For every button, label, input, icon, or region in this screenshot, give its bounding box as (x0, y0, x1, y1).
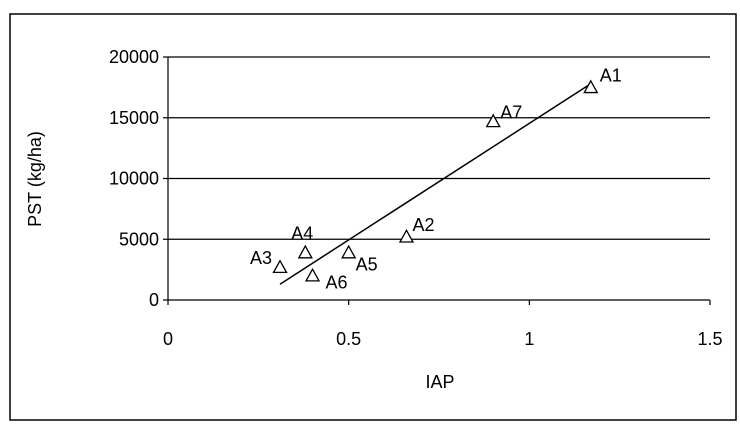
point-label-a4: A4 (291, 224, 313, 244)
y-tick-label-0: 0 (149, 290, 159, 310)
y-tick-label-4: 20000 (109, 47, 159, 67)
trendline (279, 83, 592, 285)
x-tick-label-2: 1 (524, 329, 534, 349)
gridlines (168, 56, 710, 240)
y-tick-label-3: 15000 (109, 108, 159, 128)
chart-frame (9, 13, 737, 421)
data-point-a3 (272, 259, 288, 274)
x-tick-label-3: 1.5 (697, 329, 722, 349)
point-label-a7: A7 (500, 102, 522, 122)
trendline-group (279, 83, 592, 285)
data-point-a6 (304, 267, 321, 282)
point-label-a3: A3 (250, 248, 272, 268)
point-label-a1: A1 (600, 65, 622, 85)
data-point-a1 (583, 79, 599, 94)
x-axis-title: IAP (425, 372, 454, 392)
y-tick-label-1: 5000 (119, 229, 159, 249)
data-point-a7 (485, 113, 501, 128)
data-points (272, 79, 599, 282)
point-labels: A1 A2 A3 A4 A5 A6 A7 (250, 65, 622, 292)
y-axis-title: PST (kg/ha) (25, 131, 45, 227)
point-label-a5: A5 (356, 255, 378, 275)
data-point-a2 (398, 228, 415, 243)
point-label-a6: A6 (326, 273, 348, 293)
point-label-a2: A2 (412, 215, 434, 235)
axes: 0 5000 10000 15000 20000 0 0.5 1 1.5 (109, 47, 723, 349)
x-tick-label-0: 0 (163, 329, 173, 349)
y-tick-label-2: 10000 (109, 169, 159, 189)
data-point-a5 (341, 244, 357, 259)
data-point-a4 (297, 244, 313, 259)
x-tick-label-1: 0.5 (336, 329, 361, 349)
